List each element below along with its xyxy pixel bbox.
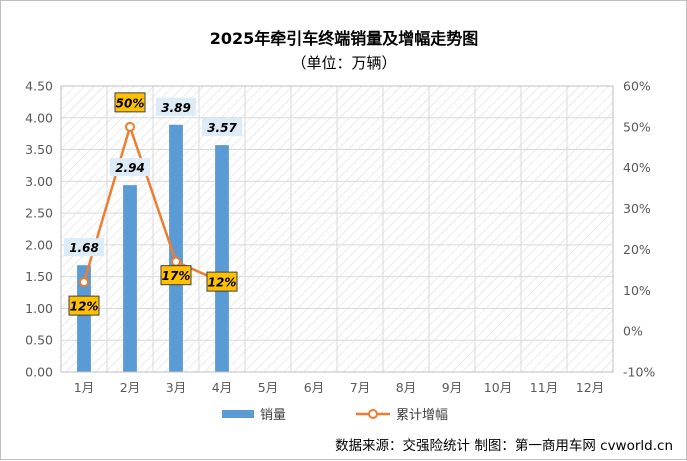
x-tick-label: 4月 [212, 380, 232, 395]
bar-data-label-text: 1.68 [69, 241, 99, 255]
bar-data-label-text: 3.57 [207, 121, 237, 135]
growth-data-label-text: 50% [116, 96, 145, 110]
x-tick-label: 2月 [120, 380, 140, 395]
growth-data-label-bg [206, 271, 238, 292]
y-right-tick-label: 40% [623, 160, 651, 175]
bar-data-label-bg [110, 158, 150, 177]
y-left-tick-label: 0.00 [25, 365, 53, 380]
x-tick-label: 5月 [258, 380, 278, 395]
plot-area: 0.00 0.50 1.00 1.50 2.00 2.50 3.00 3.50 4.00 4.50… [25, 79, 655, 396]
growth-data-label: 12% [68, 295, 100, 316]
growth-line [82, 125, 223, 284]
legend: 销量 累计增幅 [222, 408, 448, 423]
growth-data-label-text: 12% [70, 300, 99, 314]
y-left-tick-label: 2.00 [25, 237, 53, 252]
legend-line-label: 累计增幅 [396, 408, 448, 423]
y-left-tick-label: 3.00 [25, 174, 53, 189]
y-right-tick-label: 30% [623, 201, 651, 216]
growth-data-label-bg [114, 92, 146, 113]
bar-2月 [123, 185, 137, 372]
bar-data-label: 3.57 [202, 118, 242, 137]
y-right-tick-label: 10% [623, 283, 651, 298]
bar-data-label-bg [156, 97, 196, 116]
plot-border [60, 85, 614, 373]
bar-data-label-bg [202, 118, 242, 137]
bar-data-label: 2.94 [110, 158, 150, 177]
bar-data-label-text: 2.94 [115, 161, 145, 175]
y-left-tick-label: 1.50 [25, 269, 53, 284]
y-left-tick-label: 3.50 [25, 142, 53, 157]
bar-4月 [215, 145, 229, 372]
y-left-tick-label: 4.50 [25, 79, 53, 94]
source-note: 数据来源：交强险统计 制图：第一商用车网 cvworld.cn [335, 437, 673, 454]
x-tick-label: 7月 [350, 380, 370, 395]
legend-bar-swatch [222, 410, 254, 418]
chart-title: 2025年牵引车终端销量及增幅走势图 [210, 29, 479, 48]
bar-data-label: 3.89 [156, 97, 196, 116]
growth-data-label: 12% [206, 271, 238, 292]
y-right-tick-label: -10% [623, 365, 655, 380]
y-left-tick-label: 1.00 [25, 301, 53, 316]
x-tick-label: 12月 [576, 380, 604, 395]
x-tick-label: 10月 [484, 380, 512, 395]
y-left-tick-label: 0.50 [25, 333, 53, 348]
growth-point [125, 121, 135, 132]
bar-1月 [77, 265, 91, 372]
growth-data-label-bg [160, 265, 192, 286]
x-tick-label: 6月 [304, 380, 324, 395]
bar-data-label: 1.68 [64, 238, 104, 257]
growth-data-label: 50% [114, 92, 146, 113]
growth-data-label-text: 17% [162, 269, 191, 283]
x-tick-label: 8月 [396, 380, 416, 395]
chart-subtitle: （单位：万辆） [291, 54, 396, 72]
x-tick-label: 11月 [530, 380, 558, 395]
growth-data-label: 17% [160, 265, 192, 286]
growth-data-label-text: 12% [208, 276, 237, 290]
growth-point [79, 277, 89, 288]
x-tick-label: 9月 [442, 380, 462, 395]
legend-bar-label: 销量 [260, 408, 286, 423]
y-right-tick-label: 50% [623, 119, 651, 134]
y-right-tick-label: 60% [623, 79, 651, 94]
legend-line-marker [368, 409, 378, 419]
growth-data-label-bg [68, 295, 100, 316]
x-tick-label: 1月 [74, 380, 94, 395]
bar-data-label-text: 3.89 [161, 101, 191, 115]
y-left-tick-label: 2.50 [25, 206, 53, 221]
bar-3月 [169, 124, 183, 372]
growth-point [171, 256, 181, 267]
y-left-tick-label: 4.00 [25, 110, 53, 125]
bar-data-label-bg [64, 238, 104, 257]
x-tick-label: 3月 [166, 380, 186, 395]
y-right-tick-label: 20% [623, 242, 651, 257]
y-right-tick-label: 0% [623, 324, 643, 339]
